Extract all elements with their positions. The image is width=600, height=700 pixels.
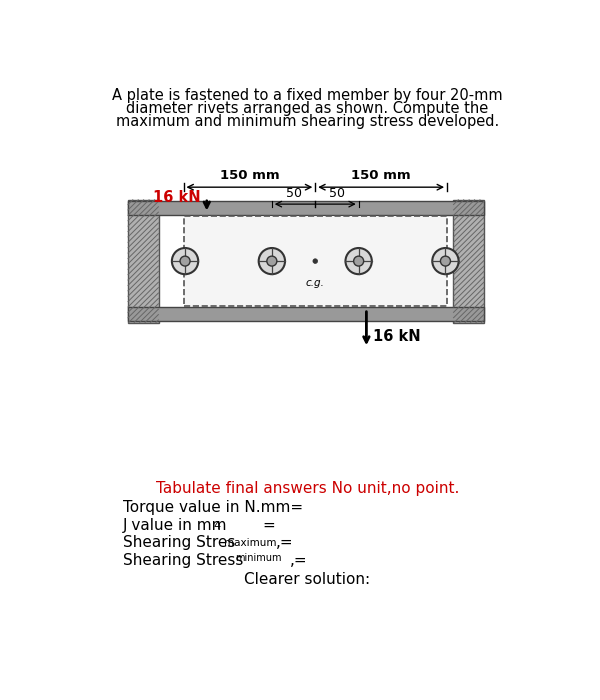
Text: J value in mm: J value in mm xyxy=(123,517,227,533)
Bar xyxy=(128,307,484,321)
Text: ,=: ,= xyxy=(290,553,307,568)
Circle shape xyxy=(432,248,458,274)
Text: diameter rivets arranged as shown. Compute the: diameter rivets arranged as shown. Compu… xyxy=(127,101,488,116)
Text: =: = xyxy=(263,517,275,533)
Text: maximum and minimum shearing stress developed.: maximum and minimum shearing stress deve… xyxy=(116,114,499,129)
Text: Tabulate final answers No unit,no point.: Tabulate final answers No unit,no point. xyxy=(156,480,459,496)
Text: ,=: ,= xyxy=(276,536,293,550)
Text: Shearing Stress: Shearing Stress xyxy=(123,553,244,568)
Text: Shearing Stres: Shearing Stres xyxy=(123,536,240,550)
Circle shape xyxy=(313,259,317,263)
Circle shape xyxy=(267,256,277,266)
Bar xyxy=(184,216,447,306)
Text: minimum: minimum xyxy=(235,553,282,563)
Text: 16 kN: 16 kN xyxy=(373,329,420,344)
Text: 16 kN: 16 kN xyxy=(153,190,200,206)
Text: Torque value in N.mm=: Torque value in N.mm= xyxy=(123,500,303,514)
Text: A plate is fastened to a fixed member by four 20-mm: A plate is fastened to a fixed member by… xyxy=(112,88,503,103)
Text: Clearer solution:: Clearer solution: xyxy=(244,572,371,587)
Text: 50: 50 xyxy=(286,188,302,200)
Bar xyxy=(128,199,158,323)
Text: 150 mm: 150 mm xyxy=(220,169,279,182)
Circle shape xyxy=(346,248,372,274)
Circle shape xyxy=(440,256,451,266)
Circle shape xyxy=(180,256,190,266)
Text: c.g.: c.g. xyxy=(306,278,325,288)
Circle shape xyxy=(353,256,364,266)
Text: 50: 50 xyxy=(329,188,345,200)
Bar xyxy=(453,199,484,323)
Circle shape xyxy=(172,248,198,274)
Text: maximum: maximum xyxy=(224,538,277,547)
Text: 150 mm: 150 mm xyxy=(352,169,411,182)
Circle shape xyxy=(259,248,285,274)
Bar xyxy=(128,201,484,215)
Text: 4: 4 xyxy=(213,522,220,531)
